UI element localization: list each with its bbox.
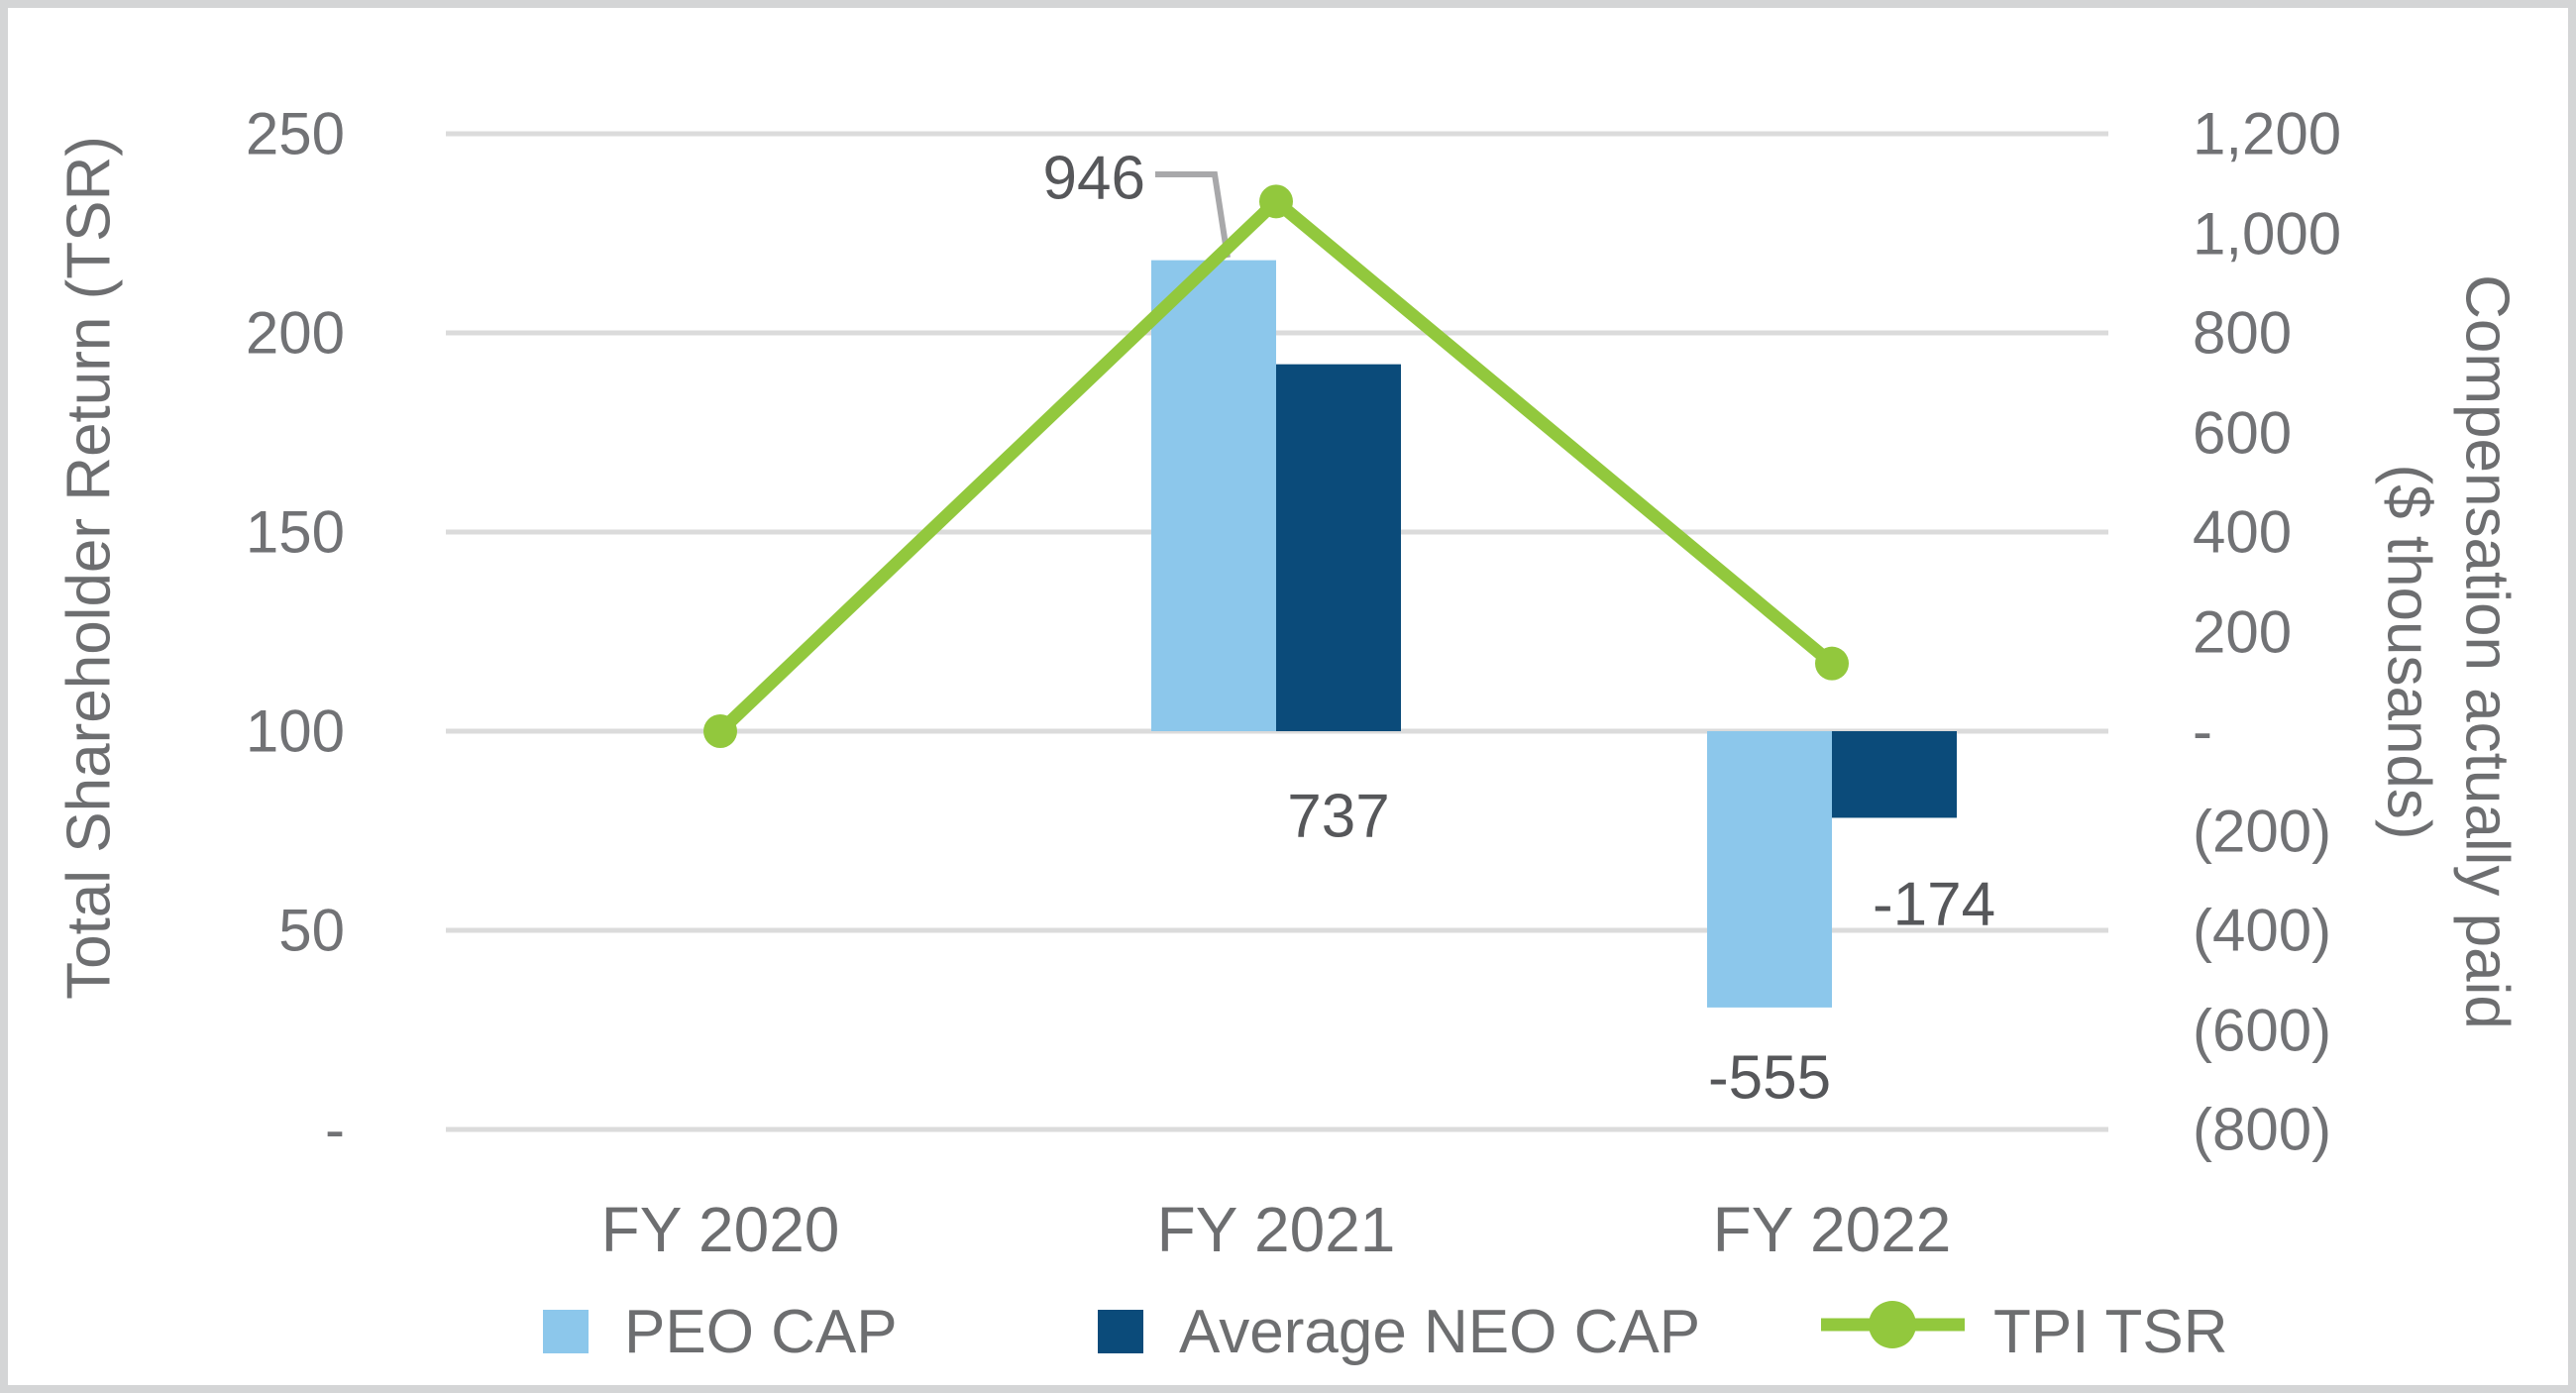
left-axis-tick-label: 200 [245, 299, 345, 367]
right-axis-tick-label: (400) [2193, 897, 2332, 964]
bar-average-neo-cap-FY-2021 [1276, 364, 1401, 731]
callout-leader-line [1155, 171, 1231, 259]
right-axis-tick-label: 800 [2193, 299, 2293, 367]
right-axis-tick-label: 400 [2193, 498, 2293, 566]
data-label-peo-cap-FY-2021: 946 [1042, 144, 1145, 213]
left-axis-tick-label: 100 [245, 697, 345, 765]
right-axis-title: Compensation actually paid ($ thousands) [2369, 274, 2526, 1029]
legend-marker-icon [1869, 1300, 1916, 1348]
right-axis-tick-label: 1,000 [2193, 200, 2342, 267]
right-axis-title-line1: Compensation actually paid [2452, 274, 2522, 1029]
x-axis-label-FY-2022: FY 2022 [1712, 1194, 1952, 1265]
right-axis-tick-label: (800) [2193, 1096, 2332, 1163]
left-axis-tick-label: 150 [245, 498, 345, 566]
left-axis-title: Total Shareholder Return (TSR) [50, 136, 128, 1000]
right-axis-tick-label: (600) [2193, 997, 2332, 1063]
legend-label-peo-cap: PEO CAP [624, 1297, 898, 1366]
tpi-tsr-marker-FY-2021 [1259, 184, 1293, 219]
right-axis-tick-label: 200 [2193, 598, 2293, 665]
left-axis-tick-label: - [325, 1096, 345, 1163]
average-neo-cap-swatch-icon [1098, 1310, 1143, 1353]
legend-item-tpi-tsr: TPI TSR [1821, 1298, 2228, 1366]
peo-cap-swatch-icon [543, 1310, 589, 1353]
legend-label-tpi-tsr: TPI TSR [1993, 1297, 2228, 1366]
x-axis-label-FY-2021: FY 2021 [1156, 1194, 1396, 1265]
data-label-peo-cap-FY-2022: -555 [1707, 1043, 1832, 1113]
data-label-average-neo-cap-FY-2022: -174 [1872, 870, 1996, 939]
legend-item-peo-cap: PEO CAP [543, 1298, 898, 1366]
legend-label-average-neo-cap: Average NEO CAP [1179, 1297, 1701, 1366]
bar-peo-cap-FY-2021 [1151, 260, 1276, 731]
data-label-average-neo-cap-FY-2021: 737 [1287, 782, 1390, 851]
x-axis-label-FY-2020: FY 2020 [600, 1194, 840, 1265]
legend-item-average-neo-cap: Average NEO CAP [1098, 1298, 1700, 1366]
tpi-tsr-marker-FY-2020 [703, 714, 737, 748]
right-axis-tick-label: 1,200 [2193, 100, 2342, 167]
bar-average-neo-cap-FY-2022 [1832, 731, 1957, 818]
right-axis-tick-label: - [2193, 697, 2212, 765]
tpi-tsr-marker-FY-2022 [1815, 646, 1849, 681]
left-axis-title-text: Total Shareholder Return (TSR) [54, 136, 124, 1000]
right-axis-title-line2: ($ thousands) [2374, 464, 2442, 840]
plot-area [446, 131, 2108, 1132]
right-axis-tick-label: 600 [2193, 399, 2293, 466]
line-marker-icon [1821, 1293, 1970, 1371]
left-axis-tick-label: 50 [278, 897, 345, 964]
right-axis-tick-label: (200) [2193, 798, 2332, 864]
left-axis-tick-label: 250 [245, 100, 345, 167]
bar-peo-cap-FY-2022 [1707, 731, 1832, 1008]
